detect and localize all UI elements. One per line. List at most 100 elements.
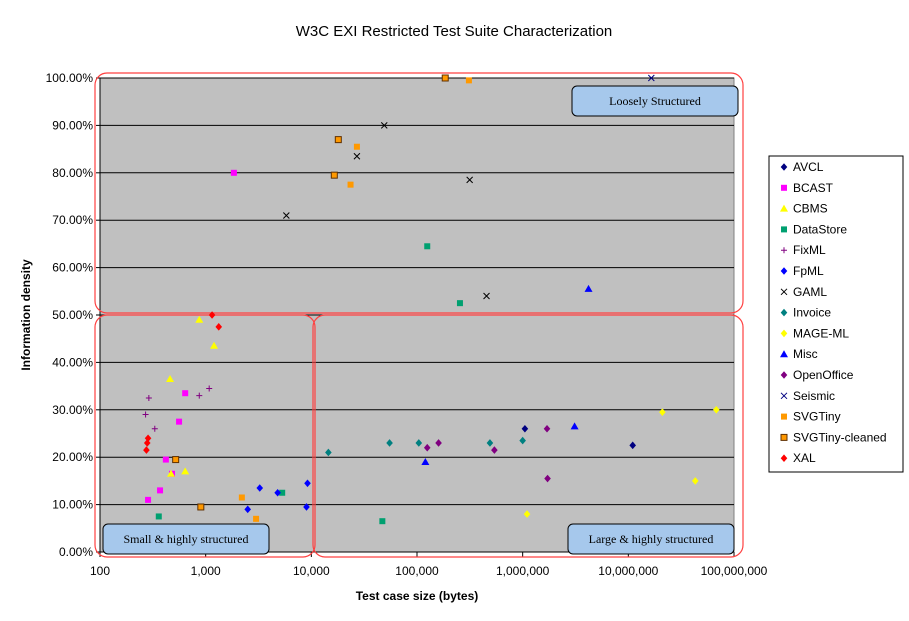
data-point — [523, 510, 531, 518]
chart-title: W3C EXI Restricted Test Suite Characteri… — [296, 23, 613, 40]
y-tick-label: 70.00% — [52, 213, 93, 227]
data-point — [256, 484, 264, 492]
legend-marker — [780, 288, 788, 296]
x-axis-title: Test case size (bytes) — [356, 589, 479, 603]
y-tick-label: 20.00% — [52, 450, 93, 464]
data-point — [441, 74, 449, 82]
data-point — [167, 469, 176, 477]
y-tick-label: 100.00% — [46, 71, 94, 85]
data-point — [424, 243, 431, 250]
series-openoffice — [423, 424, 551, 483]
data-point — [713, 406, 720, 414]
series-mage-ml — [523, 406, 720, 518]
data-point — [486, 439, 494, 447]
data-point — [172, 456, 180, 464]
data-point — [415, 439, 423, 447]
region-label: Large & highly structured — [589, 532, 714, 546]
region-label-box — [102, 523, 270, 555]
series-svgtiny-cleaned — [172, 74, 449, 511]
data-point — [142, 411, 149, 418]
y-tick-label: 0.00% — [59, 545, 93, 559]
series-invoice — [325, 436, 526, 457]
y-axis-title: Information density — [19, 259, 33, 371]
data-point — [325, 448, 332, 457]
data-point — [353, 143, 360, 150]
legend-marker — [781, 184, 787, 191]
data-point — [483, 292, 490, 300]
data-point — [304, 479, 311, 488]
legend-label: Misc — [793, 347, 818, 361]
legend-label: FixML — [793, 243, 826, 257]
data-point — [521, 424, 529, 433]
legend-box — [768, 155, 904, 473]
data-point — [584, 284, 593, 292]
data-points — [142, 74, 720, 525]
legend-label: AVCL — [793, 160, 824, 174]
region-labels: Loosely Structured Small & highly structu… — [102, 85, 739, 555]
data-point — [435, 439, 442, 447]
series-fpml — [244, 479, 311, 514]
legend-label: FpML — [793, 264, 824, 278]
y-tick-label: 30.00% — [52, 403, 93, 417]
data-point — [544, 474, 551, 483]
legend-marker — [781, 226, 787, 233]
y-tick-label: 60.00% — [52, 261, 93, 275]
data-point — [421, 457, 430, 465]
data-point — [380, 122, 388, 129]
data-point — [182, 390, 189, 397]
data-point — [519, 436, 526, 445]
data-point — [330, 171, 338, 179]
data-point — [491, 446, 498, 454]
y-tick-label: 80.00% — [52, 166, 93, 180]
legend-marker — [780, 329, 788, 338]
data-point — [303, 503, 310, 511]
legend-label: DataStore — [793, 222, 847, 236]
legend-label: OpenOffice — [793, 368, 854, 382]
data-point — [659, 408, 666, 416]
y-tick-label: 90.00% — [52, 118, 93, 132]
series-xal — [143, 311, 223, 454]
series-datastore — [155, 243, 463, 525]
legend-marker — [780, 371, 788, 379]
data-point — [629, 441, 637, 450]
gridlines — [100, 77, 734, 506]
legend-label: Seismic — [793, 389, 835, 403]
legend-marker — [780, 163, 788, 171]
data-point — [157, 487, 164, 494]
region-label-box — [571, 85, 739, 117]
legend-label: XAL — [793, 451, 816, 465]
data-point — [162, 456, 169, 463]
data-point — [208, 311, 216, 319]
legend-marker — [780, 433, 788, 441]
x-tick-label: 100 — [90, 564, 110, 578]
series-cbms — [166, 315, 219, 477]
data-point — [466, 176, 474, 184]
legend-marker — [781, 247, 787, 254]
x-tick-label: 1,000 — [191, 564, 221, 578]
legend-marker — [781, 413, 787, 420]
legend-marker — [780, 308, 788, 317]
data-point — [210, 341, 219, 349]
data-point — [143, 439, 151, 447]
legend-marker — [780, 267, 788, 275]
legend-marker — [780, 350, 788, 358]
region-label: Loosely Structured — [609, 94, 701, 108]
region-label-box — [567, 523, 735, 555]
data-point — [155, 513, 162, 520]
data-point — [379, 518, 386, 525]
region-large-highly-structured — [312, 314, 744, 558]
data-point — [206, 385, 213, 392]
data-point — [244, 505, 252, 514]
data-point — [456, 300, 463, 307]
series-fixml — [142, 385, 213, 432]
legend-label: Invoice — [793, 306, 831, 320]
legend-marker — [780, 204, 788, 212]
legend-label: SVGTiny-cleaned — [793, 430, 887, 444]
x-tick-label: 100,000,000 — [701, 564, 768, 578]
legend: AVCL BCAST CBMS DataStore FixML FpML GAML Invoi… — [768, 155, 904, 473]
data-point — [353, 152, 361, 160]
series-avcl — [521, 424, 637, 450]
data-point — [647, 74, 655, 82]
data-point — [196, 392, 203, 399]
